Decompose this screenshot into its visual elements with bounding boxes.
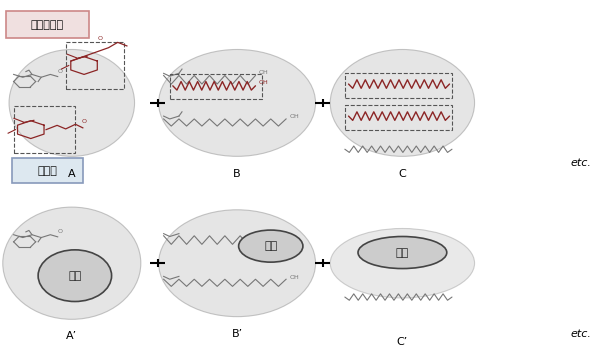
Text: 中国種: 中国種 (38, 165, 57, 176)
Ellipse shape (2, 207, 141, 319)
Text: B’: B’ (231, 330, 243, 340)
Text: 欠如: 欠如 (264, 241, 277, 251)
Text: 欠如: 欠如 (396, 247, 409, 257)
Text: A’: A’ (66, 331, 77, 341)
Text: C: C (399, 169, 407, 179)
Ellipse shape (330, 50, 475, 157)
Ellipse shape (159, 210, 315, 317)
Text: B: B (233, 169, 241, 179)
Bar (66, 42, 124, 89)
FancyBboxPatch shape (12, 158, 82, 183)
Bar (170, 74, 261, 99)
Text: O: O (58, 69, 63, 74)
Text: etc.: etc. (571, 158, 592, 168)
Ellipse shape (38, 250, 111, 302)
Bar (345, 73, 452, 98)
Text: OH: OH (289, 275, 299, 280)
Bar (345, 105, 452, 130)
Text: O: O (82, 119, 87, 124)
Text: アッサム種: アッサム種 (31, 19, 64, 29)
Text: O: O (98, 36, 103, 41)
Text: etc.: etc. (571, 330, 592, 340)
Text: OH: OH (289, 114, 299, 119)
Bar (14, 107, 75, 153)
Text: O: O (58, 229, 63, 234)
Ellipse shape (159, 50, 315, 157)
Ellipse shape (239, 230, 303, 262)
Text: A: A (68, 169, 76, 179)
Text: OH: OH (258, 70, 268, 75)
Ellipse shape (358, 237, 446, 269)
Ellipse shape (9, 50, 135, 157)
Text: 欠如: 欠如 (68, 271, 81, 281)
Text: OH: OH (258, 231, 268, 236)
Text: OH: OH (258, 80, 268, 85)
Ellipse shape (330, 228, 475, 298)
FancyBboxPatch shape (6, 11, 89, 38)
Text: C’: C’ (397, 337, 408, 346)
